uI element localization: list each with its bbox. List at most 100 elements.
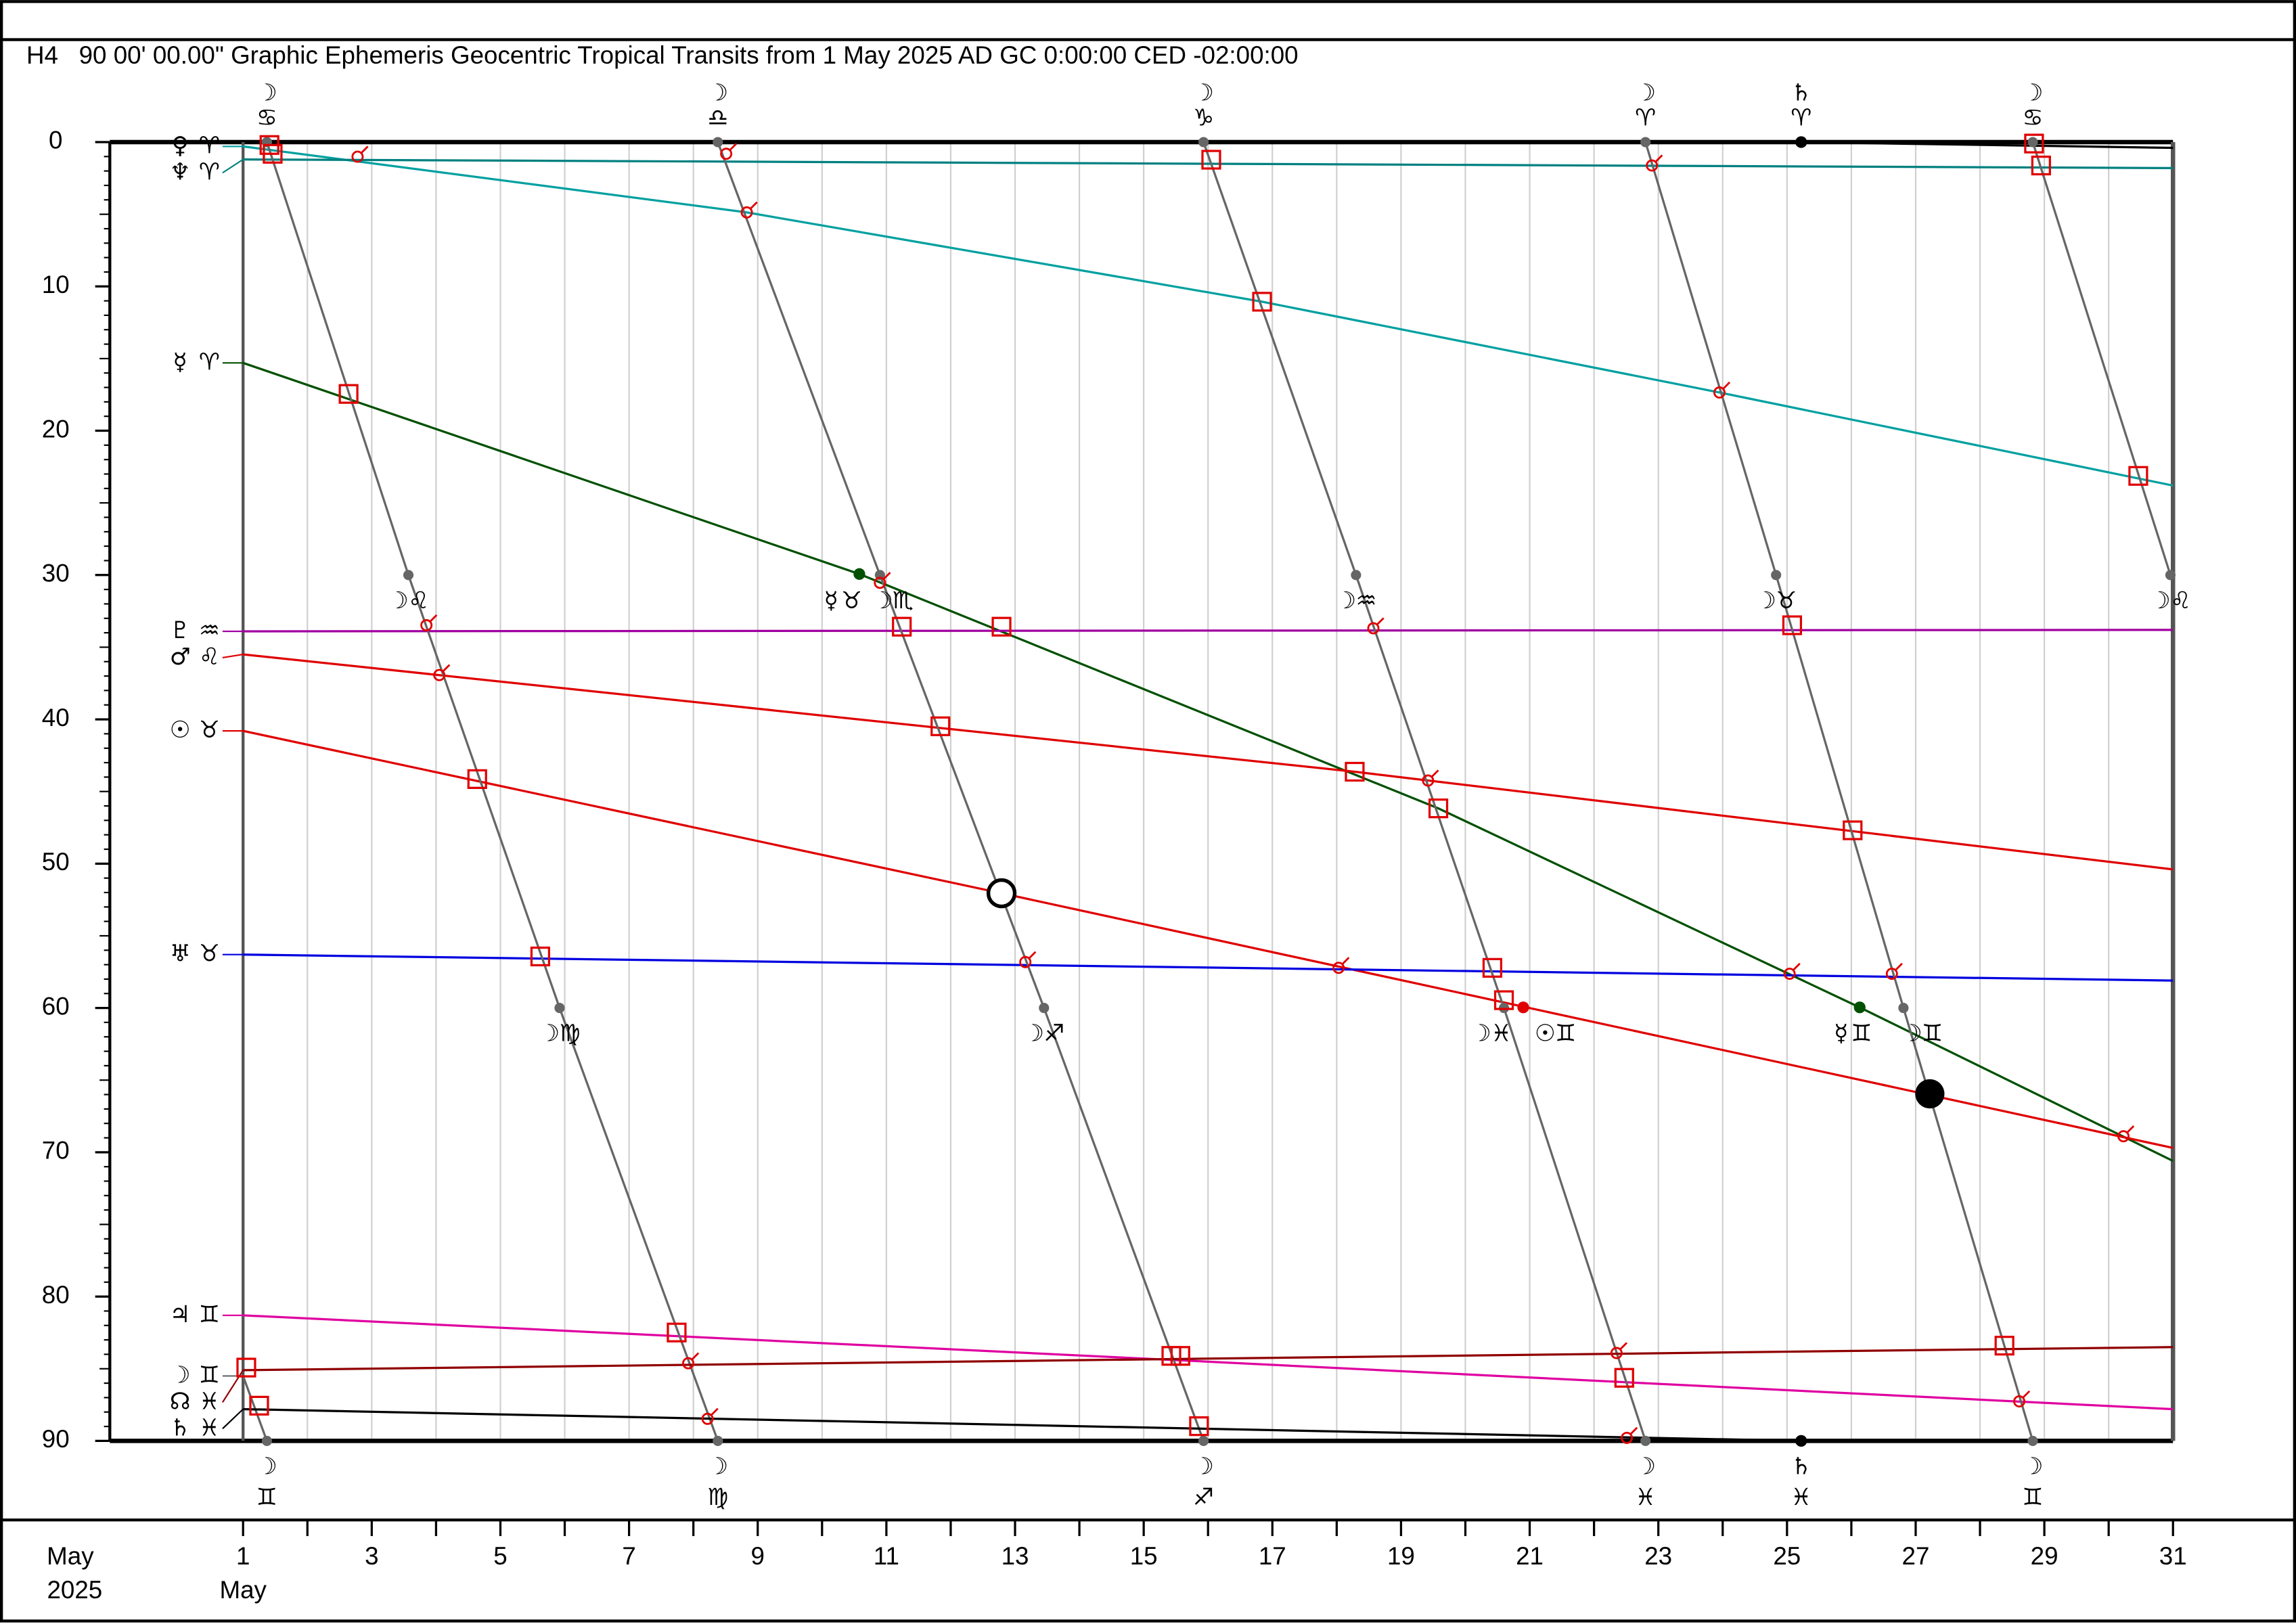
annotation-sign: ♒ <box>1356 587 1377 614</box>
moon-dot <box>554 1003 565 1014</box>
x-tick-label: 9 <box>751 1542 765 1570</box>
y-tick-label: 0 <box>49 127 62 154</box>
moon-dot <box>1039 1003 1050 1014</box>
event-dot <box>1853 1001 1866 1014</box>
legend-glyph: ♂ <box>170 644 191 671</box>
square-aspect <box>2031 155 2051 176</box>
series-line <box>243 629 2174 633</box>
x-tick-label: 21 <box>1516 1542 1544 1570</box>
square-aspect <box>2128 466 2148 486</box>
legend-sign: ♈ <box>199 348 220 376</box>
y-tick-label: 80 <box>42 1281 70 1309</box>
legend-glyph: ♆ <box>170 158 191 185</box>
minor-aspect <box>1885 962 1903 980</box>
minor-aspect <box>2013 1390 2031 1407</box>
moon-dot <box>2165 570 2176 581</box>
edge-sign: ♈ <box>1791 104 1811 131</box>
series-line <box>242 145 2174 487</box>
minor-aspect <box>1367 617 1385 635</box>
edge-sign: ♊ <box>2022 1484 2043 1511</box>
y-tick-label: 90 <box>42 1425 70 1453</box>
square-aspect <box>991 616 1012 637</box>
legend-glyph: ☉ <box>170 717 191 744</box>
minor-aspect <box>740 201 758 219</box>
edge-sign: ♍ <box>707 1484 728 1511</box>
moon-dot <box>261 1435 272 1446</box>
moon-dot <box>713 137 723 148</box>
legend-glyph: ♅ <box>170 941 191 968</box>
minor-aspect <box>1332 957 1350 974</box>
full-moon <box>986 878 1017 909</box>
x-tick-label: 17 <box>1259 1542 1286 1570</box>
square-aspect <box>467 769 487 789</box>
moon-dot <box>403 570 414 581</box>
edge-glyph: ♄ <box>1791 1453 1811 1480</box>
x-tick-label: 11 <box>874 1542 899 1570</box>
label-connector <box>222 654 244 659</box>
square-aspect <box>1170 1346 1190 1366</box>
moon-dot <box>1198 1435 1209 1446</box>
edge-sign: ♑ <box>1193 104 1214 131</box>
square-aspect <box>1493 990 1514 1010</box>
annotation-glyph: ☽ <box>388 587 409 614</box>
minor-aspect <box>1019 951 1037 968</box>
x-tick-label: 3 <box>365 1542 378 1570</box>
edge-glyph: ☽ <box>2022 1453 2043 1480</box>
annotation-sign: ♍ <box>560 1020 581 1047</box>
annotation-glyph: ☽ <box>539 1020 560 1047</box>
square-aspect <box>236 1357 256 1378</box>
edge-glyph: ☽ <box>707 80 728 107</box>
minor-aspect <box>420 614 438 631</box>
square-aspect <box>249 1395 269 1416</box>
x-tick-label: 1 <box>236 1542 250 1570</box>
moon-dot <box>2027 1435 2038 1446</box>
edge-sign: ♊ <box>256 1484 277 1511</box>
y-tick-label: 20 <box>42 415 70 443</box>
edge-glyph: ☽ <box>2022 80 2043 107</box>
legend-glyph: ♄ <box>170 1414 191 1441</box>
edge-sign: ♈ <box>1635 104 1656 131</box>
annotation-sign: ♌ <box>2170 587 2191 614</box>
annotation-glyph: ☽ <box>872 587 893 614</box>
minor-aspect <box>1783 962 1801 980</box>
event-dot <box>853 568 865 580</box>
x-tick-label: 15 <box>1130 1542 1158 1570</box>
y-tick-label: 50 <box>42 848 70 876</box>
x-sublabel: May <box>219 1576 267 1604</box>
legend-sign: ♊ <box>199 1301 220 1328</box>
square-aspect <box>1843 820 1863 840</box>
legend-sign: ♓ <box>199 1388 220 1415</box>
y-tick-label: 70 <box>42 1137 70 1165</box>
x-tick-label: 31 <box>2159 1542 2187 1570</box>
x-axis-label: May <box>47 1542 94 1570</box>
edge-glyph: ☽ <box>1635 1453 1656 1480</box>
series-line <box>243 653 2174 871</box>
moon-dot <box>1898 1003 1909 1014</box>
moon-dot <box>1640 137 1651 148</box>
legend-sign: ♒ <box>199 617 220 644</box>
square-aspect <box>263 143 283 164</box>
square-aspect <box>892 616 912 637</box>
edge-sign: ♋ <box>256 104 277 131</box>
series-line <box>243 953 2174 982</box>
minor-aspect <box>2117 1125 2135 1143</box>
annotation-sign: ♏ <box>893 587 914 614</box>
label-connector <box>222 1408 244 1430</box>
moon-dot <box>713 1435 723 1446</box>
square-aspect <box>667 1322 687 1343</box>
edge-glyph: ☽ <box>1193 80 1214 107</box>
moon-dot <box>1771 570 1782 581</box>
square-aspect <box>2024 133 2044 154</box>
event-dot <box>1517 1001 1529 1014</box>
minor-aspect <box>720 143 738 160</box>
legend-sign: ♈ <box>199 132 220 159</box>
square-aspect <box>1482 957 1503 978</box>
annotation-sign: ♉ <box>841 587 862 614</box>
legend-sign: ♉ <box>199 717 220 744</box>
annotation-glyph: ☿ <box>824 587 838 614</box>
edge-glyph: ☽ <box>1635 80 1656 107</box>
legend-glyph: ♀ <box>171 132 188 159</box>
new-moon <box>1915 1079 1945 1109</box>
